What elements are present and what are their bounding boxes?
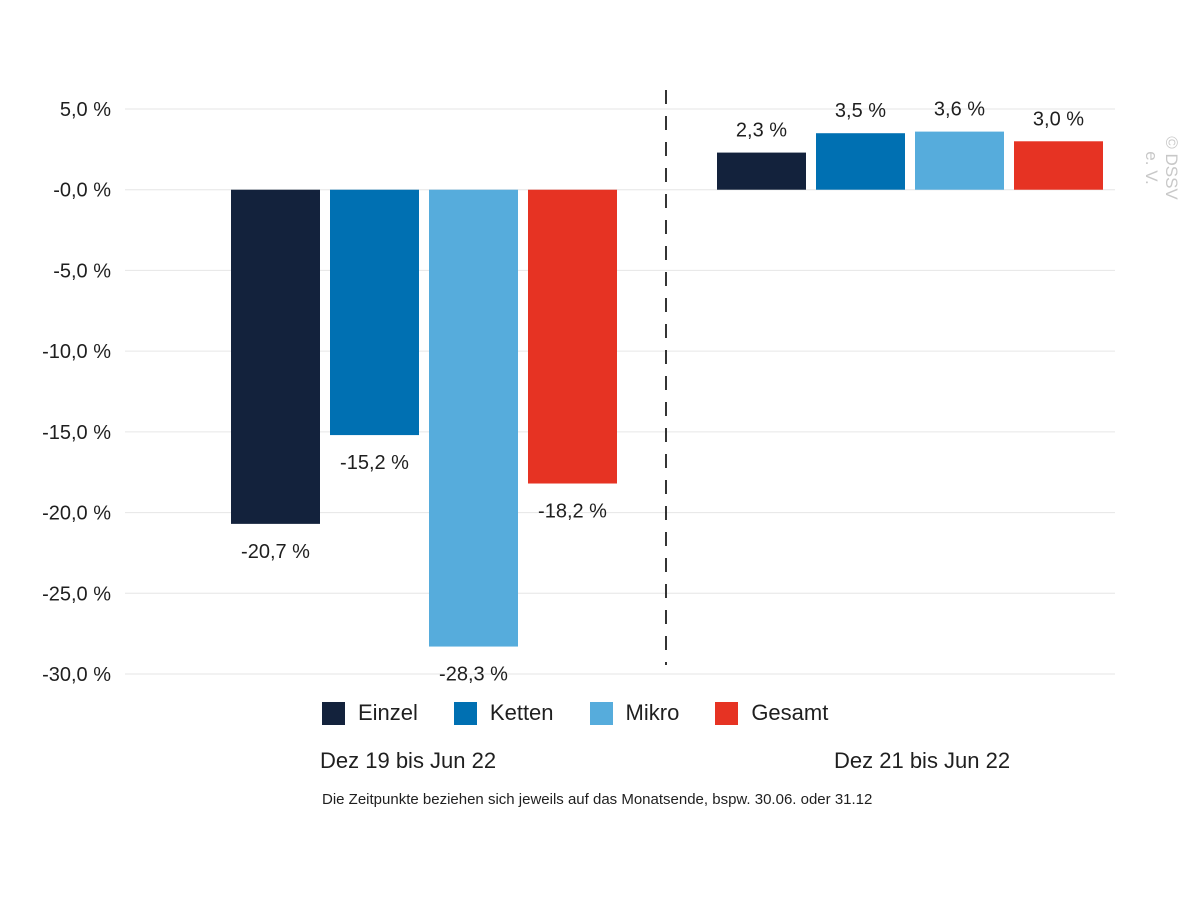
- y-tick-label: -0,0 %: [53, 180, 111, 202]
- y-tick-label: -5,0 %: [53, 260, 111, 282]
- y-tick-label: -25,0 %: [42, 583, 111, 605]
- data-label-gesamt-2: 3,0 %: [1033, 108, 1084, 130]
- bar-ketten-2: [816, 133, 905, 190]
- y-tick-label: -30,0 %: [42, 664, 111, 686]
- bar-gesamt-2: [1014, 141, 1103, 190]
- copyright-watermark: © DSSV e. V.: [1142, 136, 1181, 200]
- data-label-ketten-1: -15,2 %: [340, 452, 409, 474]
- legend-label-gesamt: Gesamt: [751, 700, 829, 725]
- data-label-einzel-2: 2,3 %: [736, 120, 787, 142]
- data-label-mikro-1: -28,3 %: [439, 664, 508, 686]
- data-label-gesamt-1: -18,2 %: [538, 501, 607, 523]
- data-labels: -20,7 % 2,3 % -15,2 % 3,5 % -28,3 % 3,6 % -18,…: [241, 99, 1084, 686]
- bar-mikro-2: [915, 131, 1004, 190]
- legend-item-gesamt: Gesamt: [715, 700, 828, 726]
- bars: [231, 131, 1103, 647]
- legend-swatch-ketten: [453, 701, 477, 725]
- legend-item-einzel: Einzel: [322, 700, 418, 726]
- bar-mikro-1: [429, 189, 518, 647]
- legend-item-ketten: Ketten: [453, 700, 554, 726]
- legend-label-einzel: Einzel: [358, 700, 418, 725]
- category-label-2: Dez 21 bis Jun 22: [834, 748, 1011, 773]
- bar-gesamt-1: [528, 189, 617, 484]
- legend-label-mikro: Mikro: [625, 700, 680, 725]
- y-tick-label: -15,0 %: [42, 422, 111, 444]
- legend-swatch-einzel: [322, 701, 345, 725]
- bar-einzel-2: [717, 152, 806, 190]
- y-tick-label: -10,0 %: [42, 341, 111, 363]
- data-label-mikro-2: 3,6 %: [934, 99, 985, 121]
- category-label-1: Dez 19 bis Jun 22: [320, 748, 497, 773]
- legend-swatch-mikro: [589, 701, 613, 725]
- y-tick-label: 5,0 %: [60, 99, 111, 121]
- data-label-einzel-1: -20,7 %: [241, 541, 310, 563]
- bar-einzel-1: [231, 189, 320, 524]
- legend-swatch-gesamt: [715, 701, 739, 725]
- footnote: Die Zeitpunkte beziehen sich jeweils auf…: [322, 791, 873, 808]
- bar-ketten-1: [330, 189, 419, 436]
- data-label-ketten-2: 3,5 %: [835, 100, 886, 122]
- legend: Einzel Ketten Mikro Gesamt: [322, 700, 864, 726]
- legend-item-mikro: Mikro: [589, 700, 680, 726]
- y-tick-label: -20,0 %: [42, 503, 111, 525]
- legend-label-ketten: Ketten: [489, 700, 554, 725]
- y-axis-ticks: 5,0 % -0,0 % -5,0 % -10,0 % -15,0 % -20,0 % -2…: [42, 99, 111, 686]
